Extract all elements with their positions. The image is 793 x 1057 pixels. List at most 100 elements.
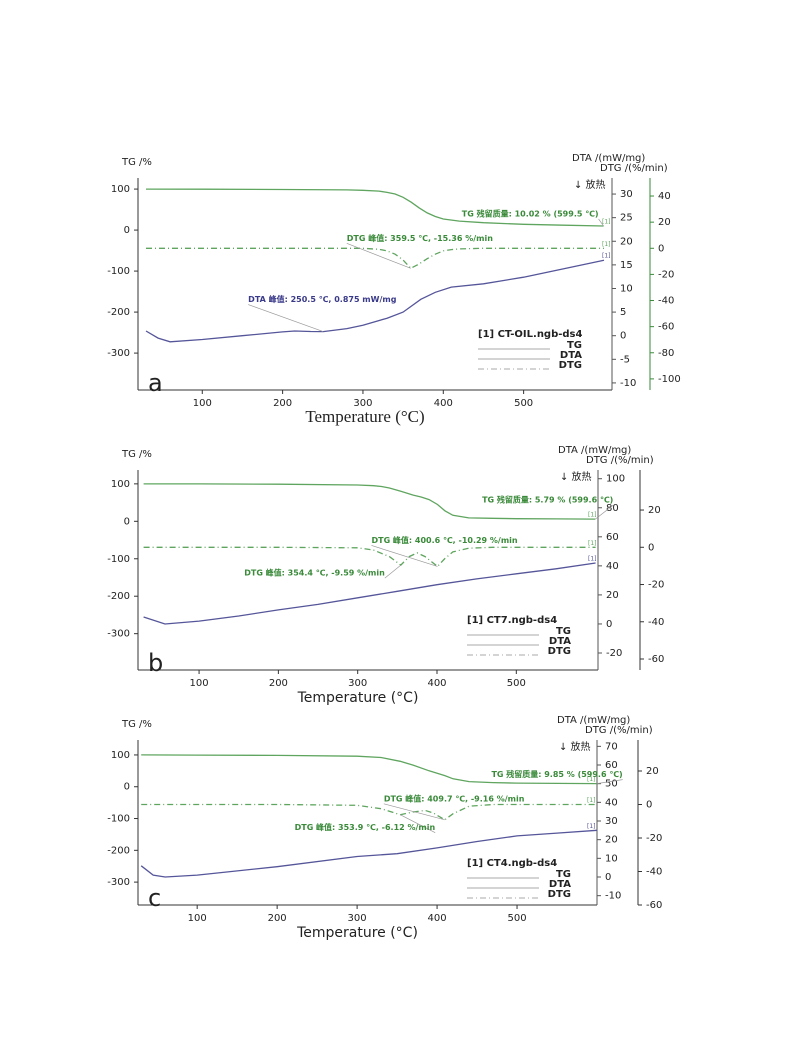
x-tick-label: 200 bbox=[268, 913, 287, 924]
y3-axis-title: DTG /(%/min) bbox=[585, 725, 653, 736]
legend-label: DTG bbox=[559, 360, 582, 371]
y2-tick-label: -10 bbox=[605, 891, 621, 902]
y-tick-label: -200 bbox=[107, 307, 130, 318]
annotation-leader bbox=[371, 545, 438, 567]
exo-label: ↓ 放热 bbox=[560, 470, 592, 483]
series-line bbox=[143, 483, 596, 520]
legend-label: TG bbox=[556, 626, 571, 637]
y3-tick-label: 0 bbox=[646, 799, 652, 810]
legend-label: DTA bbox=[560, 350, 582, 361]
y2-tick-label: 10 bbox=[620, 283, 633, 294]
y2-tick-label: -20 bbox=[606, 648, 622, 659]
legend-label: TG bbox=[567, 340, 582, 351]
y3-axis-title: DTG /(%/min) bbox=[600, 163, 668, 174]
y2-tick-label: 15 bbox=[620, 260, 633, 271]
series-end-label: [1] bbox=[588, 555, 597, 562]
annotation: DTG 峰值: 359.5 ℃, -15.36 %/min bbox=[347, 233, 493, 243]
legend-title: [1] CT-OIL.ngb-ds4 bbox=[478, 329, 583, 340]
y3-tick-label: 20 bbox=[646, 766, 659, 777]
y2-tick-label: 100 bbox=[606, 474, 625, 485]
legend-title: [1] CT4.ngb-ds4 bbox=[467, 858, 557, 869]
series-end-label: [1] bbox=[588, 540, 597, 547]
y2-axis-title: DTA /(mW/mg) bbox=[572, 153, 645, 164]
series-end-label: [1] bbox=[587, 823, 596, 830]
y2-tick-label: 20 bbox=[620, 236, 633, 247]
annotation-leader bbox=[383, 803, 445, 821]
y2-tick-label: 40 bbox=[606, 561, 619, 572]
annotation-leader bbox=[598, 218, 604, 227]
series-line bbox=[141, 754, 597, 785]
y3-tick-label: -60 bbox=[648, 654, 664, 665]
y2-tick-label: 60 bbox=[606, 532, 619, 543]
y3-tick-label: -40 bbox=[646, 866, 662, 877]
y2-tick-label: 0 bbox=[605, 872, 611, 883]
annotation: DTG 峰值: 354.4 ℃, -9.59 %/min bbox=[244, 568, 385, 578]
x-tick-label: 400 bbox=[428, 913, 447, 924]
series-line bbox=[141, 803, 597, 821]
y2-tick-label: 20 bbox=[606, 590, 619, 601]
y-tick-label: -300 bbox=[107, 629, 130, 640]
series-line bbox=[146, 247, 604, 270]
y2-tick-label: 60 bbox=[605, 760, 618, 771]
y-tick-label: 100 bbox=[111, 479, 130, 490]
y2-tick-label: 0 bbox=[620, 331, 626, 342]
y2-tick-label: 5 bbox=[620, 307, 626, 318]
y3-tick-label: -20 bbox=[658, 269, 674, 280]
annotation-leader bbox=[384, 564, 402, 579]
y3-tick-label: -40 bbox=[648, 617, 664, 628]
series-line bbox=[140, 829, 598, 878]
panel-label: c bbox=[148, 884, 161, 912]
x-tick-label: 100 bbox=[188, 913, 207, 924]
y3-tick-label: 20 bbox=[658, 217, 671, 228]
y-axis-title: TG /% bbox=[121, 449, 152, 460]
y2-tick-label: -10 bbox=[620, 378, 636, 389]
annotation-leader bbox=[596, 779, 623, 784]
legend-label: DTG bbox=[548, 646, 571, 657]
annotation: DTG 峰值: 409.7 ℃, -9.16 %/min bbox=[384, 793, 525, 803]
x-tick-label: 100 bbox=[193, 398, 212, 409]
legend-label: DTA bbox=[549, 636, 571, 647]
legend-title: [1] CT7.ngb-ds4 bbox=[467, 615, 557, 626]
x-tick-label: 300 bbox=[348, 913, 367, 924]
x-tick-label: 500 bbox=[514, 398, 533, 409]
y-tick-label: -100 bbox=[107, 554, 130, 565]
y-axis-title: TG /% bbox=[121, 719, 152, 730]
y-tick-label: 0 bbox=[124, 225, 130, 236]
exo-label: ↓ 放热 bbox=[559, 740, 591, 753]
y3-tick-label: -100 bbox=[658, 374, 681, 385]
y2-tick-label: 30 bbox=[605, 816, 618, 827]
series-end-label: [1] bbox=[588, 512, 597, 519]
series-end-label: [1] bbox=[602, 218, 611, 225]
y2-tick-label: 0 bbox=[606, 619, 612, 630]
y3-tick-label: -60 bbox=[646, 900, 662, 911]
annotation-leader bbox=[400, 814, 436, 834]
y3-tick-label: 40 bbox=[658, 191, 671, 202]
annotation: DTG 峰值: 400.6 ℃, -10.29 %/min bbox=[371, 535, 517, 545]
annotation-leader bbox=[248, 304, 324, 332]
y-tick-label: -200 bbox=[107, 845, 130, 856]
y-tick-label: -300 bbox=[107, 877, 130, 888]
y3-tick-label: 20 bbox=[648, 505, 661, 516]
x-tick-label: 200 bbox=[269, 678, 288, 689]
y-axis-title: TG /% bbox=[121, 157, 152, 168]
x-axis-title: Temperature (°C) bbox=[296, 925, 418, 941]
annotation: DTA 峰值: 250.5 ℃, 0.875 mW/mg bbox=[248, 294, 397, 304]
y2-tick-label: 50 bbox=[605, 779, 618, 790]
annotation: TG 残留质量: 10.02 % (599.5 ℃) bbox=[462, 208, 599, 218]
x-tick-label: 200 bbox=[273, 398, 292, 409]
y3-axis-title: DTG /(%/min) bbox=[586, 455, 654, 466]
y3-tick-label: -20 bbox=[648, 580, 664, 591]
y-tick-label: -200 bbox=[107, 591, 130, 602]
y3-tick-label: 0 bbox=[658, 243, 664, 254]
x-tick-label: 300 bbox=[348, 678, 367, 689]
series-end-label: [1] bbox=[587, 797, 596, 804]
series-end-label: [1] bbox=[587, 776, 596, 783]
annotation: TG 残留质量: 5.79 % (599.6 ℃) bbox=[482, 495, 613, 505]
y3-tick-label: 0 bbox=[648, 542, 654, 553]
y3-tick-label: -20 bbox=[646, 833, 662, 844]
y-tick-label: 0 bbox=[124, 782, 130, 793]
panel-label: a bbox=[148, 369, 163, 397]
y2-tick-label: 30 bbox=[620, 189, 633, 200]
y2-tick-label: 25 bbox=[620, 213, 633, 224]
